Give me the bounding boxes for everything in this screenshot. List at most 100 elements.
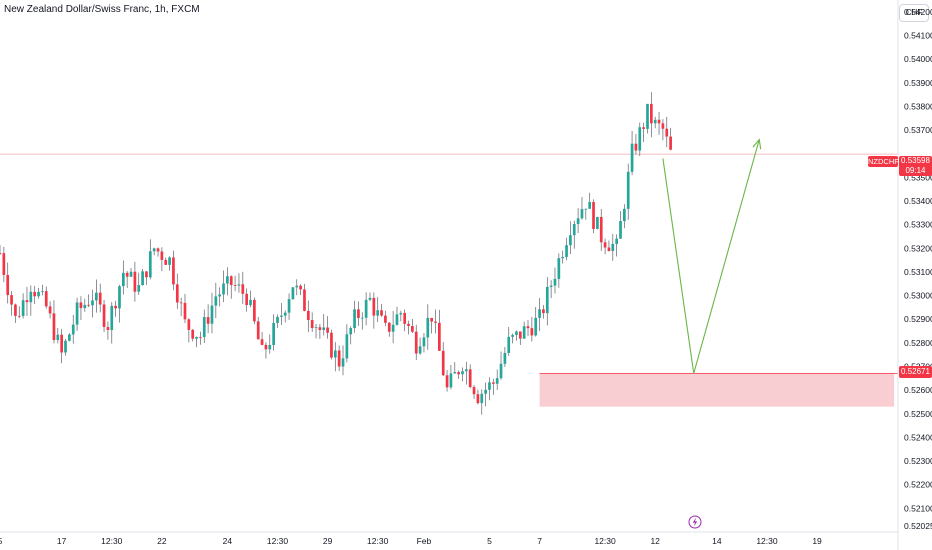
candle-body (665, 128, 669, 137)
candle-body (615, 238, 619, 244)
candle (596, 216, 599, 230)
projection-path[interactable] (662, 139, 760, 374)
candle-body (83, 304, 87, 309)
candle-body (168, 257, 171, 265)
x-tick-label: 24 (223, 536, 233, 546)
y-tick-label: 0.52100 (904, 503, 932, 513)
candle-body (430, 317, 434, 322)
candle-body (518, 331, 522, 339)
candle-body (226, 276, 229, 284)
candle-body (476, 394, 480, 404)
y-tick-label: 0.53500 (904, 172, 932, 182)
candle (457, 370, 460, 379)
candle-body (279, 315, 283, 317)
candle (156, 247, 160, 257)
candle (646, 103, 649, 134)
candle-body (187, 319, 191, 330)
candle (164, 257, 168, 265)
candle-body (657, 119, 661, 124)
support-zone[interactable] (539, 373, 895, 407)
candle-body (218, 294, 222, 297)
candle (303, 283, 306, 312)
candle (472, 384, 476, 399)
candle (187, 318, 191, 343)
candle (141, 268, 144, 286)
candle (75, 297, 79, 331)
candle-body (499, 363, 503, 379)
candle (649, 92, 653, 138)
x-axis: 5 17 12:30 22 24 12:30 29 12:30 Feb 5 7 12:30 12 14 12… (0, 531, 898, 546)
candle-body (175, 284, 179, 303)
candle (384, 310, 387, 327)
candle (160, 247, 164, 272)
y-tick-label: 0.52600 (904, 385, 932, 395)
candle (276, 314, 279, 328)
candle (634, 134, 638, 155)
x-tick-label: 12:30 (101, 536, 123, 546)
candle (642, 122, 645, 142)
candle (214, 282, 218, 319)
candle (318, 323, 322, 339)
candle (418, 337, 422, 355)
candle-body (418, 346, 422, 354)
candle (183, 293, 187, 324)
candle (152, 247, 156, 256)
candle-body (372, 297, 376, 316)
candle-body (276, 316, 279, 323)
currency-button[interactable]: CHF (899, 4, 929, 22)
candle (172, 250, 175, 291)
candle (314, 323, 318, 339)
candle-body (611, 243, 615, 252)
candle (341, 345, 345, 376)
candle (95, 279, 98, 313)
candle (87, 294, 90, 308)
candle-body (44, 291, 48, 307)
candle (129, 268, 133, 278)
candle-body (380, 310, 383, 316)
candle-body (646, 103, 649, 129)
candle (468, 364, 472, 389)
candle-body (14, 304, 17, 316)
support-zone-layer (539, 372, 898, 407)
candle-body (391, 324, 395, 332)
candle-body (241, 284, 245, 294)
candle (495, 369, 499, 390)
candle-body (426, 317, 430, 338)
candle (25, 286, 29, 316)
candle-body (160, 251, 164, 260)
candle-body (229, 276, 233, 286)
candle-body (183, 302, 187, 320)
candle-body (2, 253, 6, 275)
candle-body (511, 335, 514, 337)
candle (121, 260, 125, 295)
candle-body (202, 317, 206, 338)
candle-body (630, 143, 634, 172)
candle (522, 321, 526, 339)
candle-body (98, 292, 102, 305)
candle-body (33, 291, 37, 297)
candle-body (233, 285, 237, 286)
candle (430, 317, 434, 334)
candle (264, 342, 268, 359)
lightning-icon[interactable] (688, 515, 702, 529)
candle (438, 309, 441, 352)
candle-body (395, 314, 399, 325)
candle-body (441, 350, 445, 376)
candle (64, 338, 67, 356)
candle-body (291, 287, 295, 300)
y-tick-label: 0.54100 (904, 30, 932, 40)
x-tick-label: 12:30 (367, 536, 389, 546)
candle (572, 220, 576, 249)
candle-body (245, 293, 249, 306)
chart-title: New Zealand Dollar/Swiss Franc, 1h, FXCM (4, 4, 200, 15)
candle-body (145, 271, 148, 278)
candle-body (584, 208, 588, 210)
candle (175, 273, 179, 309)
candle (395, 306, 399, 326)
candle-body (314, 327, 318, 329)
candle (557, 253, 561, 288)
candle-body (256, 321, 260, 340)
y-tick-label: 0.52900 (904, 314, 932, 324)
candle-body (649, 103, 653, 124)
